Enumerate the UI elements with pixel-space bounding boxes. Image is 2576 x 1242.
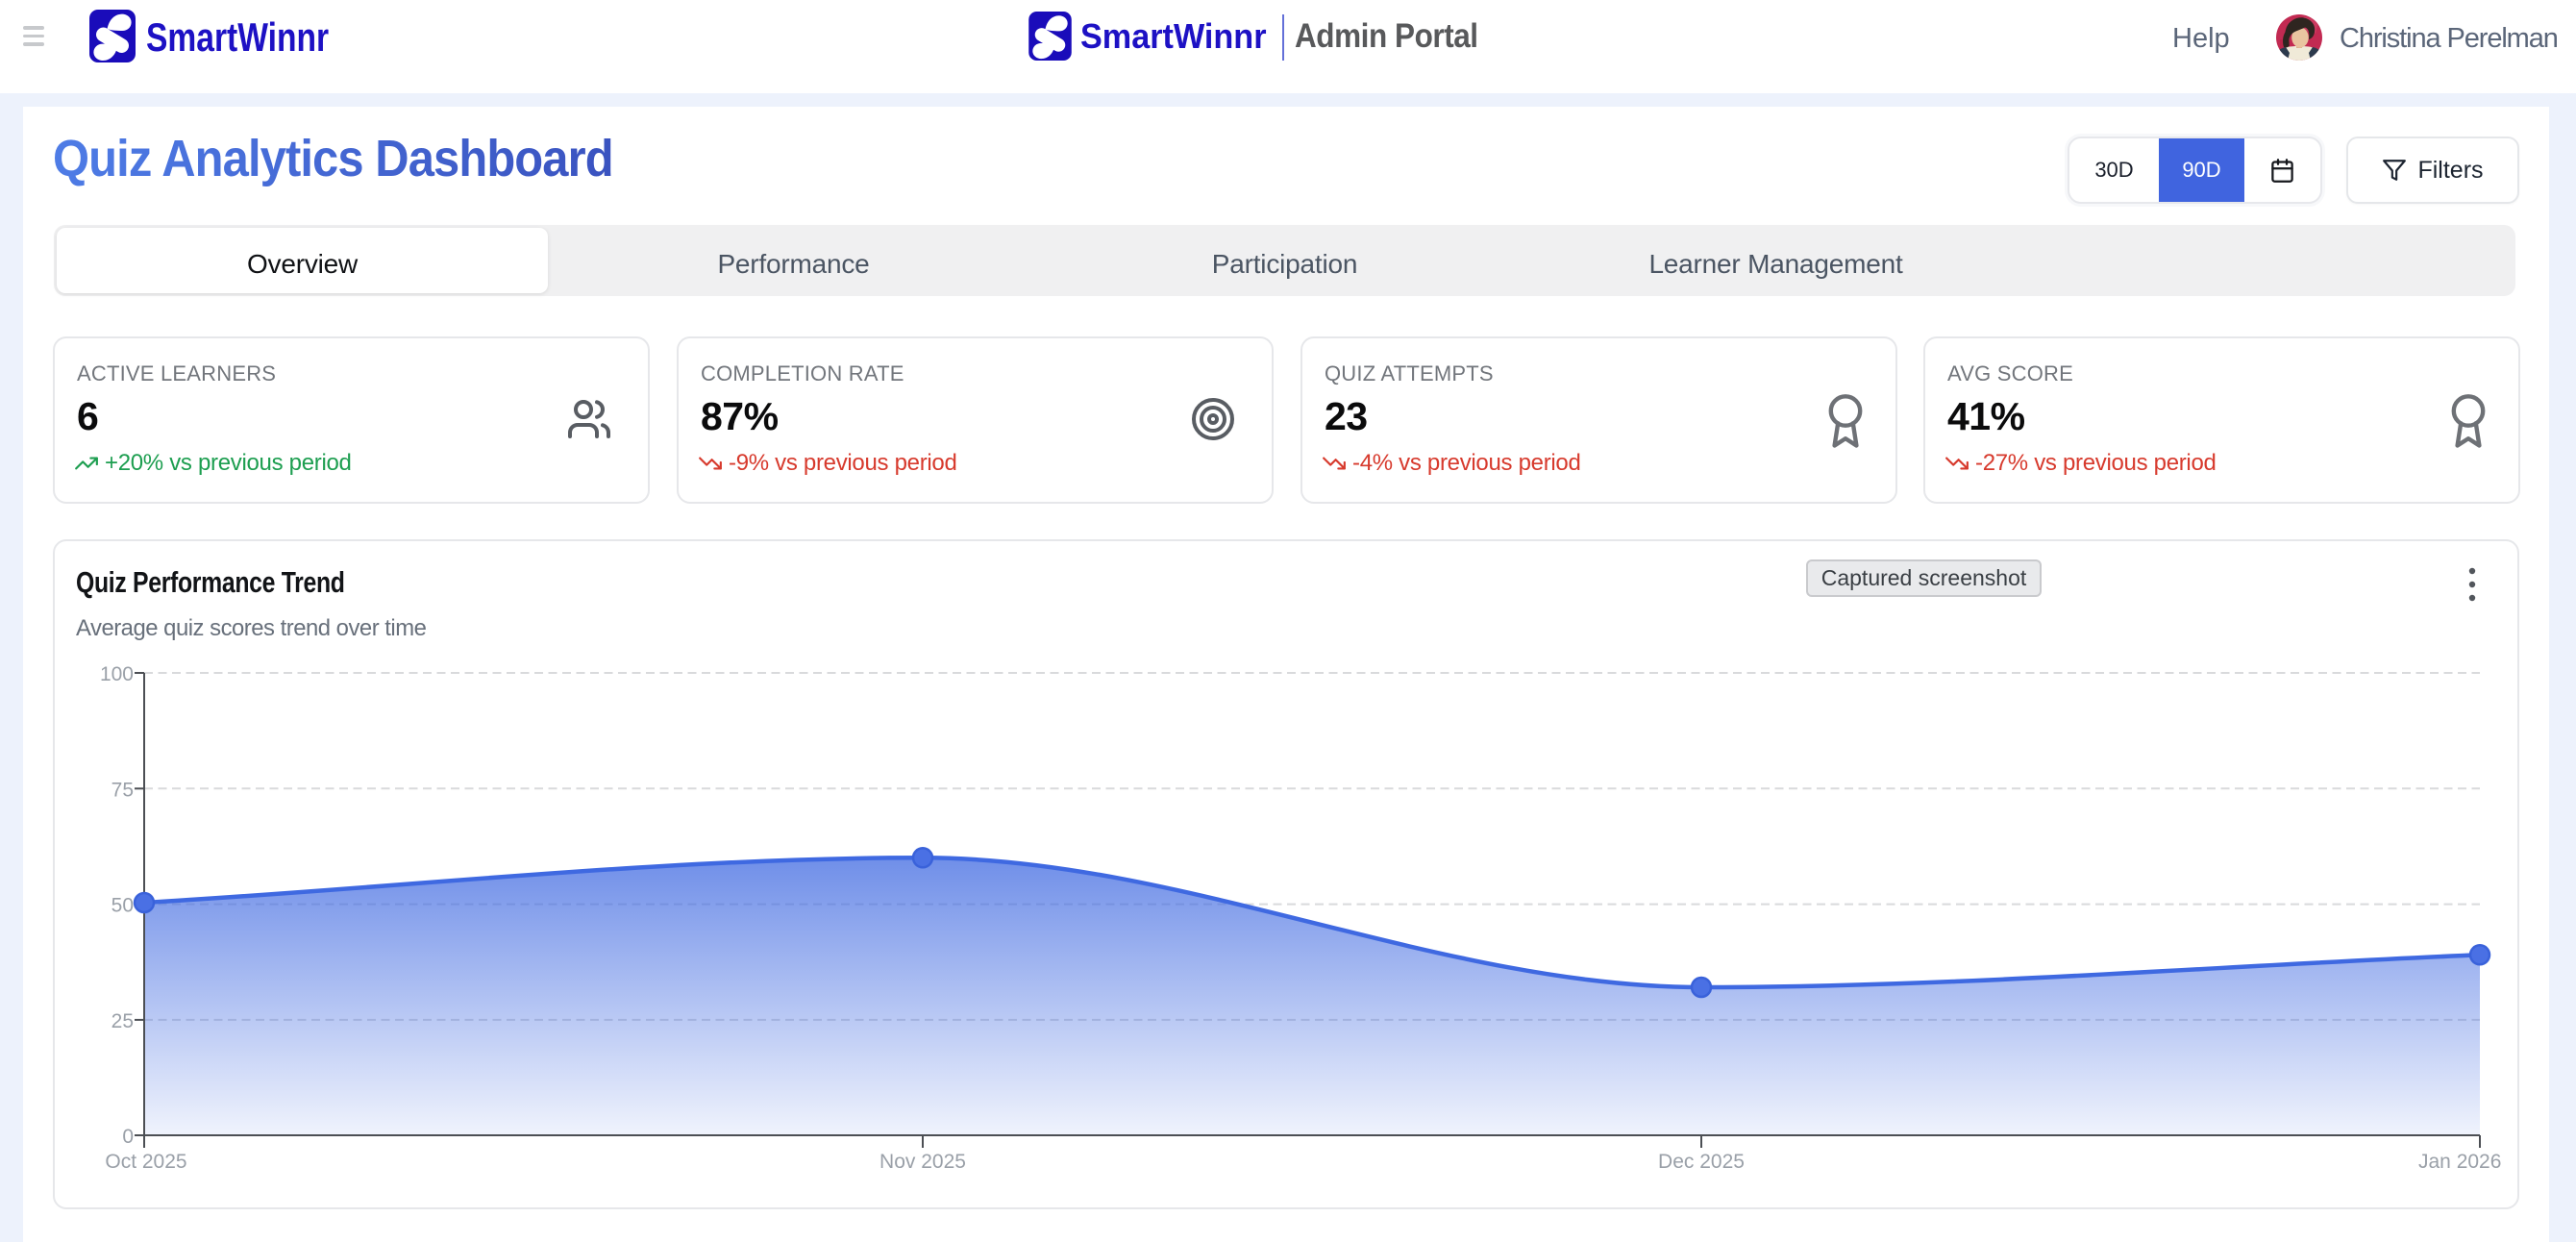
svg-text:100: 100 (100, 663, 134, 685)
svg-text:Jan 2026: Jan 2026 (2418, 1151, 2501, 1173)
svg-text:Nov 2025: Nov 2025 (879, 1151, 966, 1173)
svg-text:25: 25 (111, 1010, 134, 1032)
svg-text:50: 50 (111, 895, 134, 917)
svg-text:0: 0 (122, 1126, 134, 1148)
svg-text:Oct 2025: Oct 2025 (105, 1151, 186, 1173)
svg-text:75: 75 (111, 779, 134, 801)
svg-text:Dec 2025: Dec 2025 (1658, 1151, 1745, 1173)
